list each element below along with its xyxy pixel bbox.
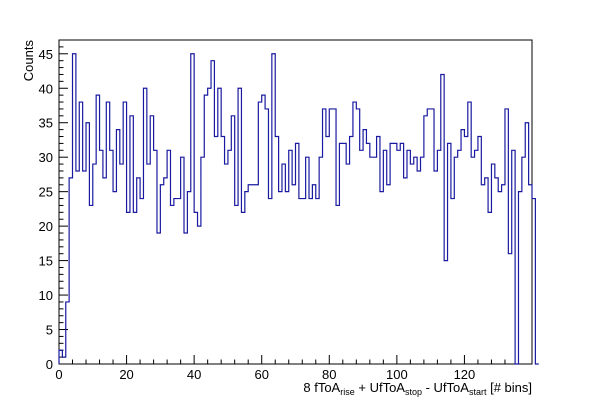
y-tick-label: 25 (39, 185, 53, 200)
x-title-subscript: stop (405, 387, 422, 397)
y-tick-label: 30 (39, 150, 53, 165)
x-title-part: 8 fToA (303, 380, 340, 395)
x-axis-title: 8 fToArise + UfToAstop - UfToAstart [# b… (303, 380, 532, 397)
y-tick-label: 5 (46, 323, 53, 338)
histogram-series-line (58, 53, 539, 365)
x-tick-label: 120 (454, 367, 476, 382)
x-title-subscript: rise (340, 387, 355, 397)
y-tick-label: 45 (39, 47, 53, 62)
x-title-subscript: start (469, 387, 487, 397)
plot-frame (58, 39, 533, 365)
y-axis-title: Counts (21, 40, 36, 82)
y-tick-label: 40 (39, 81, 53, 96)
y-tick-label: 10 (39, 288, 53, 303)
x-title-part: + UfToA (355, 380, 406, 395)
x-title-part: [# bins] (486, 380, 532, 395)
x-tick-label: 60 (254, 367, 268, 382)
x-tick-label: 40 (187, 367, 201, 382)
y-tick-label: 20 (39, 219, 53, 234)
x-title-part: - UfToA (422, 380, 469, 395)
y-tick-label: 0 (46, 357, 53, 372)
x-tick-label: 100 (386, 367, 408, 382)
x-tick-label: 80 (322, 367, 336, 382)
y-tick-label: 35 (39, 116, 53, 131)
y-tick-label: 15 (39, 254, 53, 269)
x-axis: 0 20 40 60 80 100 120 (55, 355, 533, 382)
y-axis: 0 5 10 15 20 25 30 35 40 45 (39, 39, 68, 372)
x-tick-label: 20 (119, 367, 133, 382)
x-tick-label: 0 (55, 367, 62, 382)
